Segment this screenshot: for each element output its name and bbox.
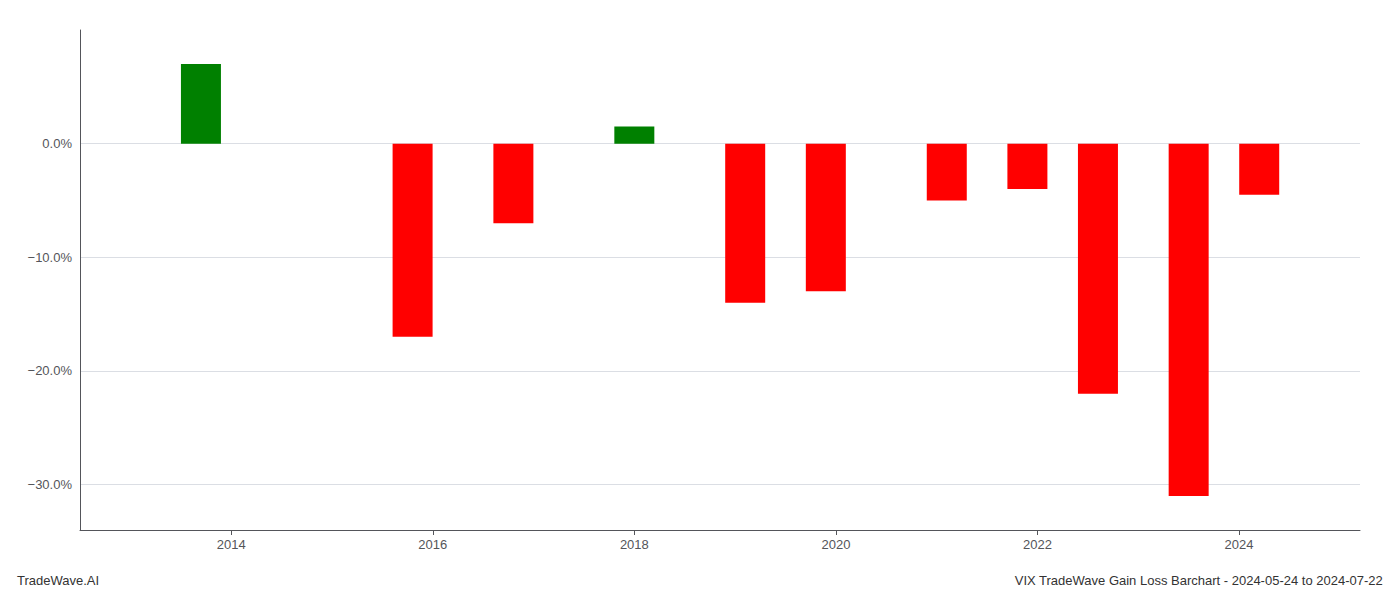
svg-text:2022: 2022 <box>1023 537 1052 552</box>
svg-text:2016: 2016 <box>418 537 447 552</box>
svg-text:TradeWave.AI: TradeWave.AI <box>17 573 99 588</box>
svg-text:2014: 2014 <box>217 537 246 552</box>
svg-text:−20.0%: −20.0% <box>28 363 73 378</box>
svg-text:−30.0%: −30.0% <box>28 477 73 492</box>
svg-text:−10.0%: −10.0% <box>28 250 73 265</box>
svg-text:VIX TradeWave Gain Loss Barcha: VIX TradeWave Gain Loss Barchart - 2024-… <box>1015 573 1383 588</box>
svg-text:2024: 2024 <box>1225 537 1254 552</box>
svg-text:2018: 2018 <box>620 537 649 552</box>
svg-text:0.0%: 0.0% <box>42 136 72 151</box>
svg-text:2020: 2020 <box>821 537 850 552</box>
